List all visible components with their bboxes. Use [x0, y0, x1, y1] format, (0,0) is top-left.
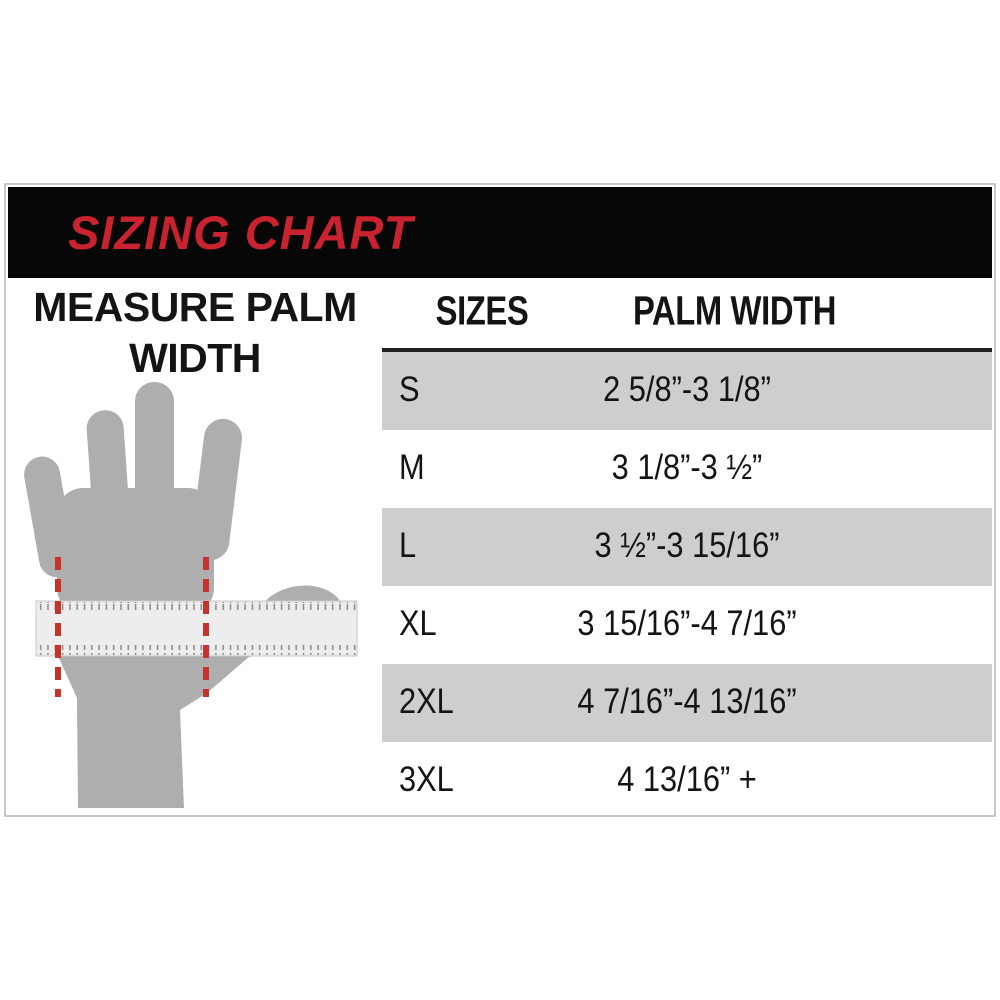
palm-width-cell: 3 ½”-3 15/16”	[594, 526, 780, 566]
page-title: SIZING CHART	[68, 206, 414, 259]
palm-width-cell: 4 7/16”-4 13/16”	[577, 682, 797, 722]
size-cell: S	[399, 370, 420, 410]
size-cell: M	[399, 448, 425, 488]
title-bar: SIZING CHART	[8, 187, 992, 278]
palm-width-cell: 2 5/8”-3 1/8”	[603, 370, 771, 410]
table-rows: S 2 5/8”-3 1/8” M 3 1/8”-3 ½” L 3 ½”-3 1…	[382, 352, 992, 813]
size-cell: L	[399, 526, 417, 566]
column-header-palm-width: PALM WIDTH	[632, 287, 837, 334]
table-row: XL 3 15/16”-4 7/16”	[382, 586, 992, 664]
sizing-chart-panel: SIZING CHART MEASURE PALM WIDTH	[4, 183, 996, 817]
table-row: 3XL 4 13/16” +	[382, 742, 992, 813]
table-header-row: SIZES PALM WIDTH	[382, 278, 992, 348]
table-row: M 3 1/8”-3 ½”	[382, 430, 992, 508]
header-rule	[382, 348, 992, 352]
measure-heading: MEASURE PALM WIDTH	[8, 282, 382, 384]
palm-width-cell: 3 15/16”-4 7/16”	[577, 604, 797, 644]
measure-illustration-section: MEASURE PALM WIDTH	[8, 278, 382, 813]
measure-heading-line2: WIDTH	[129, 335, 261, 381]
size-cell: 3XL	[399, 760, 454, 800]
size-cell: 2XL	[399, 682, 454, 722]
table-row: 2XL 4 7/16”-4 13/16”	[382, 664, 992, 742]
content-area: MEASURE PALM WIDTH	[8, 278, 992, 813]
hand-icon	[24, 382, 344, 808]
column-header-sizes: SIZES	[435, 287, 529, 334]
table-row: S 2 5/8”-3 1/8”	[382, 352, 992, 430]
hand-measurement-illustration	[24, 382, 358, 808]
measure-heading-line1: MEASURE PALM	[33, 284, 357, 330]
ruler-icon	[35, 600, 358, 657]
size-table: SIZES PALM WIDTH S 2 5/8”-3 1/8” M 3 1/8…	[382, 278, 992, 813]
table-row: L 3 ½”-3 15/16”	[382, 508, 992, 586]
palm-width-markers	[55, 557, 209, 697]
size-cell: XL	[399, 604, 437, 644]
palm-width-cell: 4 13/16” +	[617, 760, 757, 800]
palm-width-cell: 3 1/8”-3 ½”	[611, 448, 763, 488]
